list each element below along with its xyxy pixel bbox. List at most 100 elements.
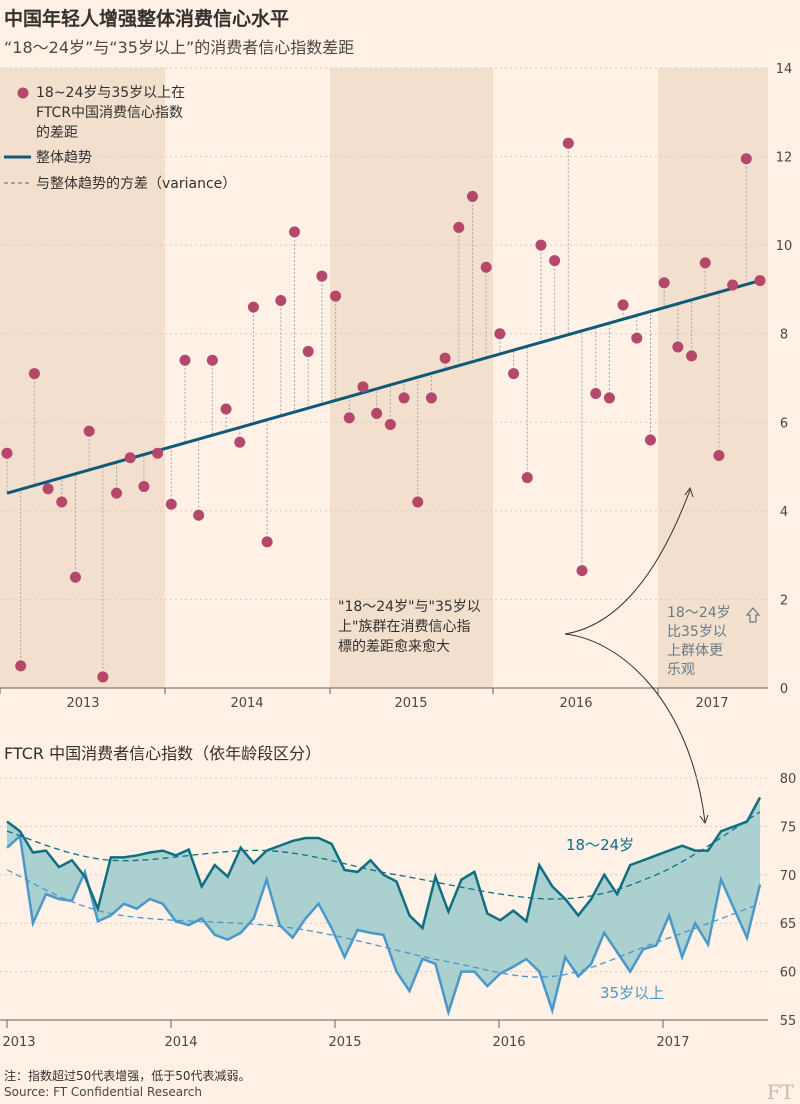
legend-label-gap: 18~24岁与35岁以上在 [36, 85, 185, 101]
gap-dot [453, 221, 465, 233]
gap-dot [289, 226, 301, 238]
chart-subtitle: “18～24岁”与“35岁以上”的消费者信心指数差距 [4, 38, 355, 57]
ft-logo: FT [766, 1080, 794, 1104]
gap-fill-area [7, 797, 760, 1013]
gap-dot [247, 301, 259, 313]
gap-dot [220, 403, 232, 415]
x-tick-label: 2014 [230, 696, 263, 711]
x-tick-label: 2016 [559, 696, 592, 711]
gap-dot [699, 257, 711, 269]
gap-dot [316, 270, 328, 282]
x-tick-label: 2013 [66, 696, 99, 711]
gap-dot [42, 483, 54, 495]
series-label-35plus: 35岁以上 [600, 984, 664, 1002]
annotation-arrow-up [564, 489, 691, 635]
gap-dot [343, 412, 355, 424]
gap-dot [631, 332, 643, 344]
gap-dot [727, 279, 739, 291]
annotation-gap: 標的差距愈来愈大 [338, 639, 450, 655]
y-tick-label: 6 [780, 416, 788, 431]
bottom-chart-title: FTCR 中国消费者信心指数（依年龄段区分） [4, 744, 322, 763]
y-tick-label: 60 [780, 966, 797, 981]
legend-label-trend: 整体趋势 [36, 150, 92, 166]
annotation-young: 乐观 [667, 662, 695, 678]
legend-label-gap: FTCR中国消费信心指数 [36, 105, 183, 121]
gap-dot [384, 419, 396, 430]
gap-dot [371, 407, 383, 419]
gap-dot [644, 434, 656, 446]
gap-dot [124, 452, 136, 464]
annotation-young: 上群体更 [667, 643, 723, 659]
gap-dot [165, 498, 177, 510]
gap-dot [425, 392, 437, 404]
y-tick-label: 0 [780, 682, 788, 697]
gap-dot [1, 447, 13, 459]
y-tick-label: 2 [780, 593, 788, 608]
x-tick-label: 2015 [328, 1035, 361, 1050]
gap-dot [494, 328, 506, 340]
annotation-gap: 上"族群在消费信心指 [338, 619, 470, 635]
gap-dot [398, 392, 410, 404]
y-tick-label: 80 [780, 772, 797, 787]
y-tick-label: 8 [780, 328, 788, 343]
gap-dot [330, 290, 342, 302]
gap-dot [549, 255, 561, 267]
gap-dot [713, 450, 725, 461]
gap-dot [138, 481, 150, 492]
gap-dot [302, 345, 314, 357]
gap-dot [83, 425, 95, 437]
gap-dot [686, 350, 698, 362]
gap-dot [562, 137, 574, 149]
series-label-18-24: 18～24岁 [566, 836, 634, 854]
y-tick-label: 10 [776, 239, 793, 254]
series-line-35plus [6, 833, 762, 1017]
gap-dot [97, 671, 109, 683]
gap-dot [275, 295, 287, 306]
y-tick-label: 12 [776, 151, 793, 166]
source-text: Source: FT Confidential Research [4, 1085, 202, 1099]
chart-title: 中国年轻人增强整体消费信心水平 [4, 8, 290, 30]
gap-dot [576, 565, 588, 577]
gap-dot [28, 368, 40, 380]
annotation-gap: "18～24岁"与"35岁以 [338, 599, 481, 615]
x-tick-label: 2014 [164, 1035, 197, 1050]
annotation-arrowhead [684, 486, 694, 498]
gap-dot [206, 354, 218, 366]
series-line-18-24 [6, 796, 762, 931]
gap-dot [740, 153, 752, 165]
gap-dot [754, 275, 766, 287]
trend-curve-18-24 [6, 811, 761, 900]
gap-dot [357, 381, 369, 393]
gap-dot [521, 472, 533, 484]
gap-dot [480, 261, 492, 273]
trend-curve-35plus [6, 869, 761, 978]
y-tick-label: 14 [776, 62, 793, 77]
gap-dot [261, 536, 273, 548]
x-tick-label: 2013 [2, 1035, 35, 1050]
legend-dot-icon [17, 87, 29, 99]
gap-dot [15, 660, 27, 672]
gap-dot [617, 299, 629, 311]
gap-dot [590, 388, 602, 399]
gap-dot [111, 487, 123, 499]
x-tick-label: 2016 [492, 1035, 525, 1050]
y-tick-label: 65 [780, 917, 797, 932]
y-tick-label: 70 [780, 869, 797, 884]
x-tick-label: 2015 [394, 696, 427, 711]
gap-dot [152, 447, 164, 459]
y-tick-label: 75 [780, 820, 797, 835]
gap-dot [603, 392, 615, 404]
gap-dot [193, 509, 205, 521]
gap-dot [672, 341, 684, 353]
x-tick-label: 2017 [695, 696, 728, 711]
up-arrow-icon [745, 607, 761, 623]
annotation-young: 比35岁以 [667, 624, 727, 640]
x-tick-label: 2017 [656, 1035, 689, 1050]
legend-label-gap: 的差距 [36, 125, 78, 141]
gap-dot [535, 239, 547, 251]
gap-dot [508, 368, 520, 380]
gap-dot [234, 436, 246, 448]
gap-dot [69, 571, 81, 583]
year-band [658, 68, 768, 688]
